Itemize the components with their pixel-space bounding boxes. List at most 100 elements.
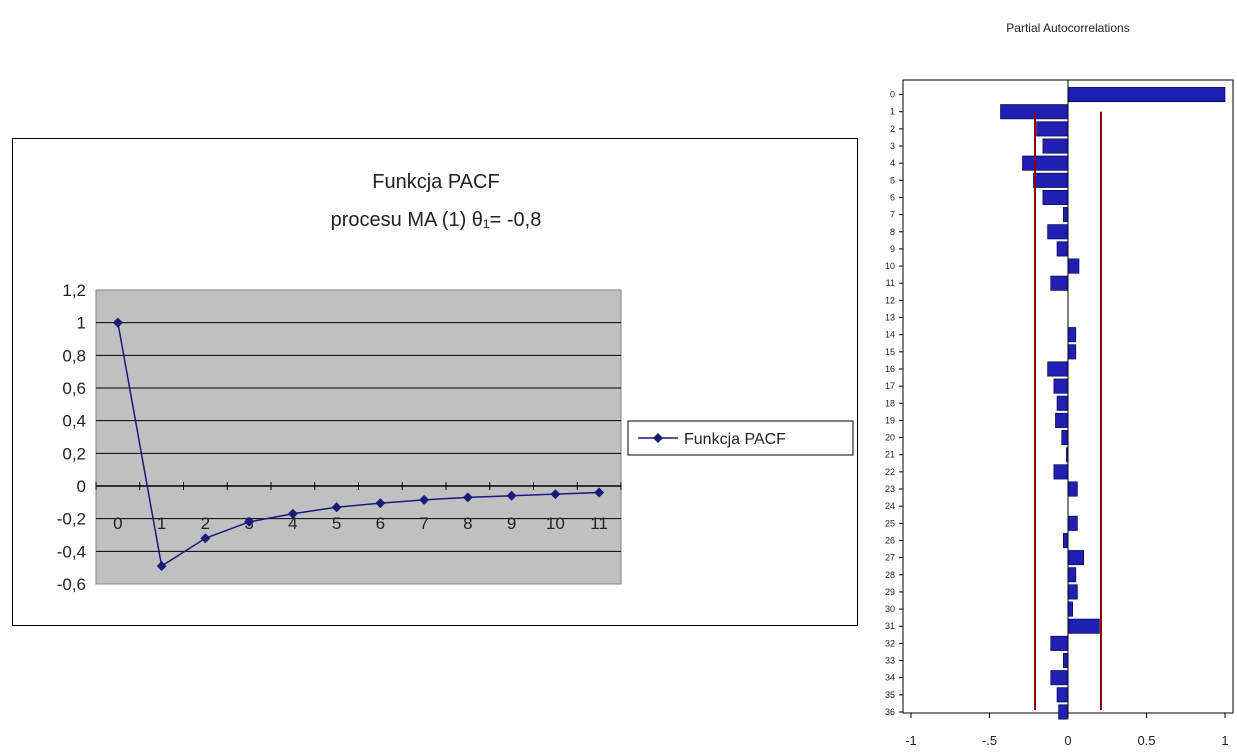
pac-lag-label: 36 [885, 707, 895, 717]
pac-lag-label: 24 [885, 501, 895, 511]
pac-bar [1047, 361, 1069, 377]
pac-lag-label: 32 [885, 638, 895, 648]
chart-title: Funkcja PACF [372, 171, 499, 193]
pac-lag-label: 20 [885, 433, 895, 443]
series-line [117, 322, 600, 568]
pac-x-axis-ticks: -1 -.5 0 0.5 1 [905, 713, 1229, 748]
pac-lag-label: 25 [885, 518, 895, 528]
y-tick-label: 0 [77, 477, 86, 496]
legend-diamond-marker [653, 433, 663, 443]
x-tick-label: 9 [507, 514, 516, 533]
pac-lag-label: 8 [890, 227, 895, 237]
pac-bar [1047, 224, 1069, 240]
pac-lag-label: 13 [885, 313, 895, 323]
pac-bar [1053, 464, 1069, 480]
pac-bar [1055, 412, 1069, 428]
data-point-marker [112, 317, 123, 328]
pac-lag-label: 30 [885, 604, 895, 614]
y-tick-label: -0,2 [57, 510, 86, 529]
pac-lag-label: 6 [890, 192, 895, 202]
data-point-marker [287, 508, 298, 519]
pac-bar [1067, 601, 1074, 617]
data-point-marker [506, 490, 517, 501]
pac-x-tick-label: 1 [1221, 733, 1228, 748]
pac-bar [1062, 207, 1069, 223]
pac-bar [1066, 447, 1069, 463]
pac-lag-label: 34 [885, 673, 895, 683]
x-tick-label: 0 [113, 514, 122, 533]
y-tick-label: -0,4 [57, 542, 86, 561]
data-point-marker [244, 516, 255, 527]
pac-lag-label: 3 [890, 141, 895, 151]
pac-bar [1062, 653, 1069, 669]
pac-lag-label: 21 [885, 450, 895, 460]
pac-bar [1036, 121, 1069, 137]
y-tick-label: 1,2 [62, 281, 86, 300]
pac-plot-frame [902, 79, 1234, 714]
pac-lag-label: 35 [885, 690, 895, 700]
y-tick-label: 1 [77, 314, 86, 333]
series-funkcja-pacf [112, 317, 605, 572]
y-tick-label: 0,8 [62, 346, 86, 365]
data-point-marker [156, 561, 167, 572]
pac-lag-label: 1 [890, 107, 895, 117]
y-tick-label: 0,6 [62, 379, 86, 398]
pac-lag-label: 16 [885, 364, 895, 374]
pac-lag-label: 31 [885, 621, 895, 631]
pac-bar [1050, 275, 1069, 291]
pac-lag-label: 7 [890, 210, 895, 220]
pac-lag-label: 2 [890, 124, 895, 134]
data-point-marker [594, 487, 605, 498]
pac-lag-label: 33 [885, 656, 895, 666]
x-tick-label: 1 [157, 514, 166, 533]
y-tick-label: -0,6 [57, 575, 86, 594]
pac-lag-label: 0 [890, 90, 895, 100]
pac-bar [1042, 138, 1069, 154]
pac-bar [1061, 430, 1069, 446]
pac-bar [1000, 104, 1069, 120]
chart-subtitle: procesu MA (1) θ₁= -0,8 [331, 209, 542, 231]
x-tick-label: 11 [590, 514, 608, 533]
data-point-marker [200, 533, 211, 544]
pac-confidence-bounds [1034, 111, 1102, 710]
pac-lag-label: 19 [885, 415, 895, 425]
x-tick-label: 2 [201, 514, 210, 533]
x-tick-label: 6 [376, 514, 385, 533]
pac-bar [1042, 189, 1069, 205]
pac-x-tick-label: -.5 [982, 733, 997, 748]
y-tick-label: 0,4 [62, 412, 86, 431]
pac-lag-label: 4 [890, 158, 895, 168]
x-tick-label: 10 [546, 514, 565, 533]
pacf-line-chart: Funkcja PACF procesu MA (1) θ₁= -0,8 1,2… [12, 138, 858, 626]
pac-lag-labels: 0123456789101112131415161718192021222324… [885, 90, 903, 717]
pac-lag-label: 18 [885, 398, 895, 408]
pac-lag-label: 28 [885, 570, 895, 580]
data-point-marker [419, 494, 430, 505]
pac-bar [1062, 532, 1069, 548]
pac-lag-label: 5 [890, 175, 895, 185]
pac-bar [1067, 618, 1100, 634]
x-tick-label: 5 [332, 514, 341, 533]
pacf-line-chart-svg: Funkcja PACF procesu MA (1) θ₁= -0,8 1,2… [57, 171, 854, 594]
pac-bar [1067, 258, 1080, 274]
pac-x-tick-label: -1 [905, 733, 917, 748]
pac-lag-label: 12 [885, 295, 895, 305]
legend: Funkcja PACF [627, 420, 854, 456]
pac-lag-label: 29 [885, 587, 895, 597]
pac-lag-label: 17 [885, 381, 895, 391]
pac-bar [1056, 687, 1069, 703]
pac-title: Partial Autocorrelations [1006, 21, 1129, 35]
pac-bar [1067, 550, 1084, 566]
pac-bar [1050, 670, 1069, 686]
data-point-marker [550, 489, 561, 500]
pac-bar [1056, 395, 1069, 411]
pac-lag-label: 27 [885, 553, 895, 563]
pac-bar [1050, 635, 1069, 651]
pac-bar [1067, 567, 1077, 583]
pac-bar [1067, 344, 1077, 360]
pac-bar [1056, 241, 1069, 257]
data-point-marker [331, 502, 342, 513]
pac-bar [1067, 481, 1078, 497]
pac-x-tick-label: 0 [1064, 733, 1071, 748]
pac-bars [1000, 80, 1226, 720]
